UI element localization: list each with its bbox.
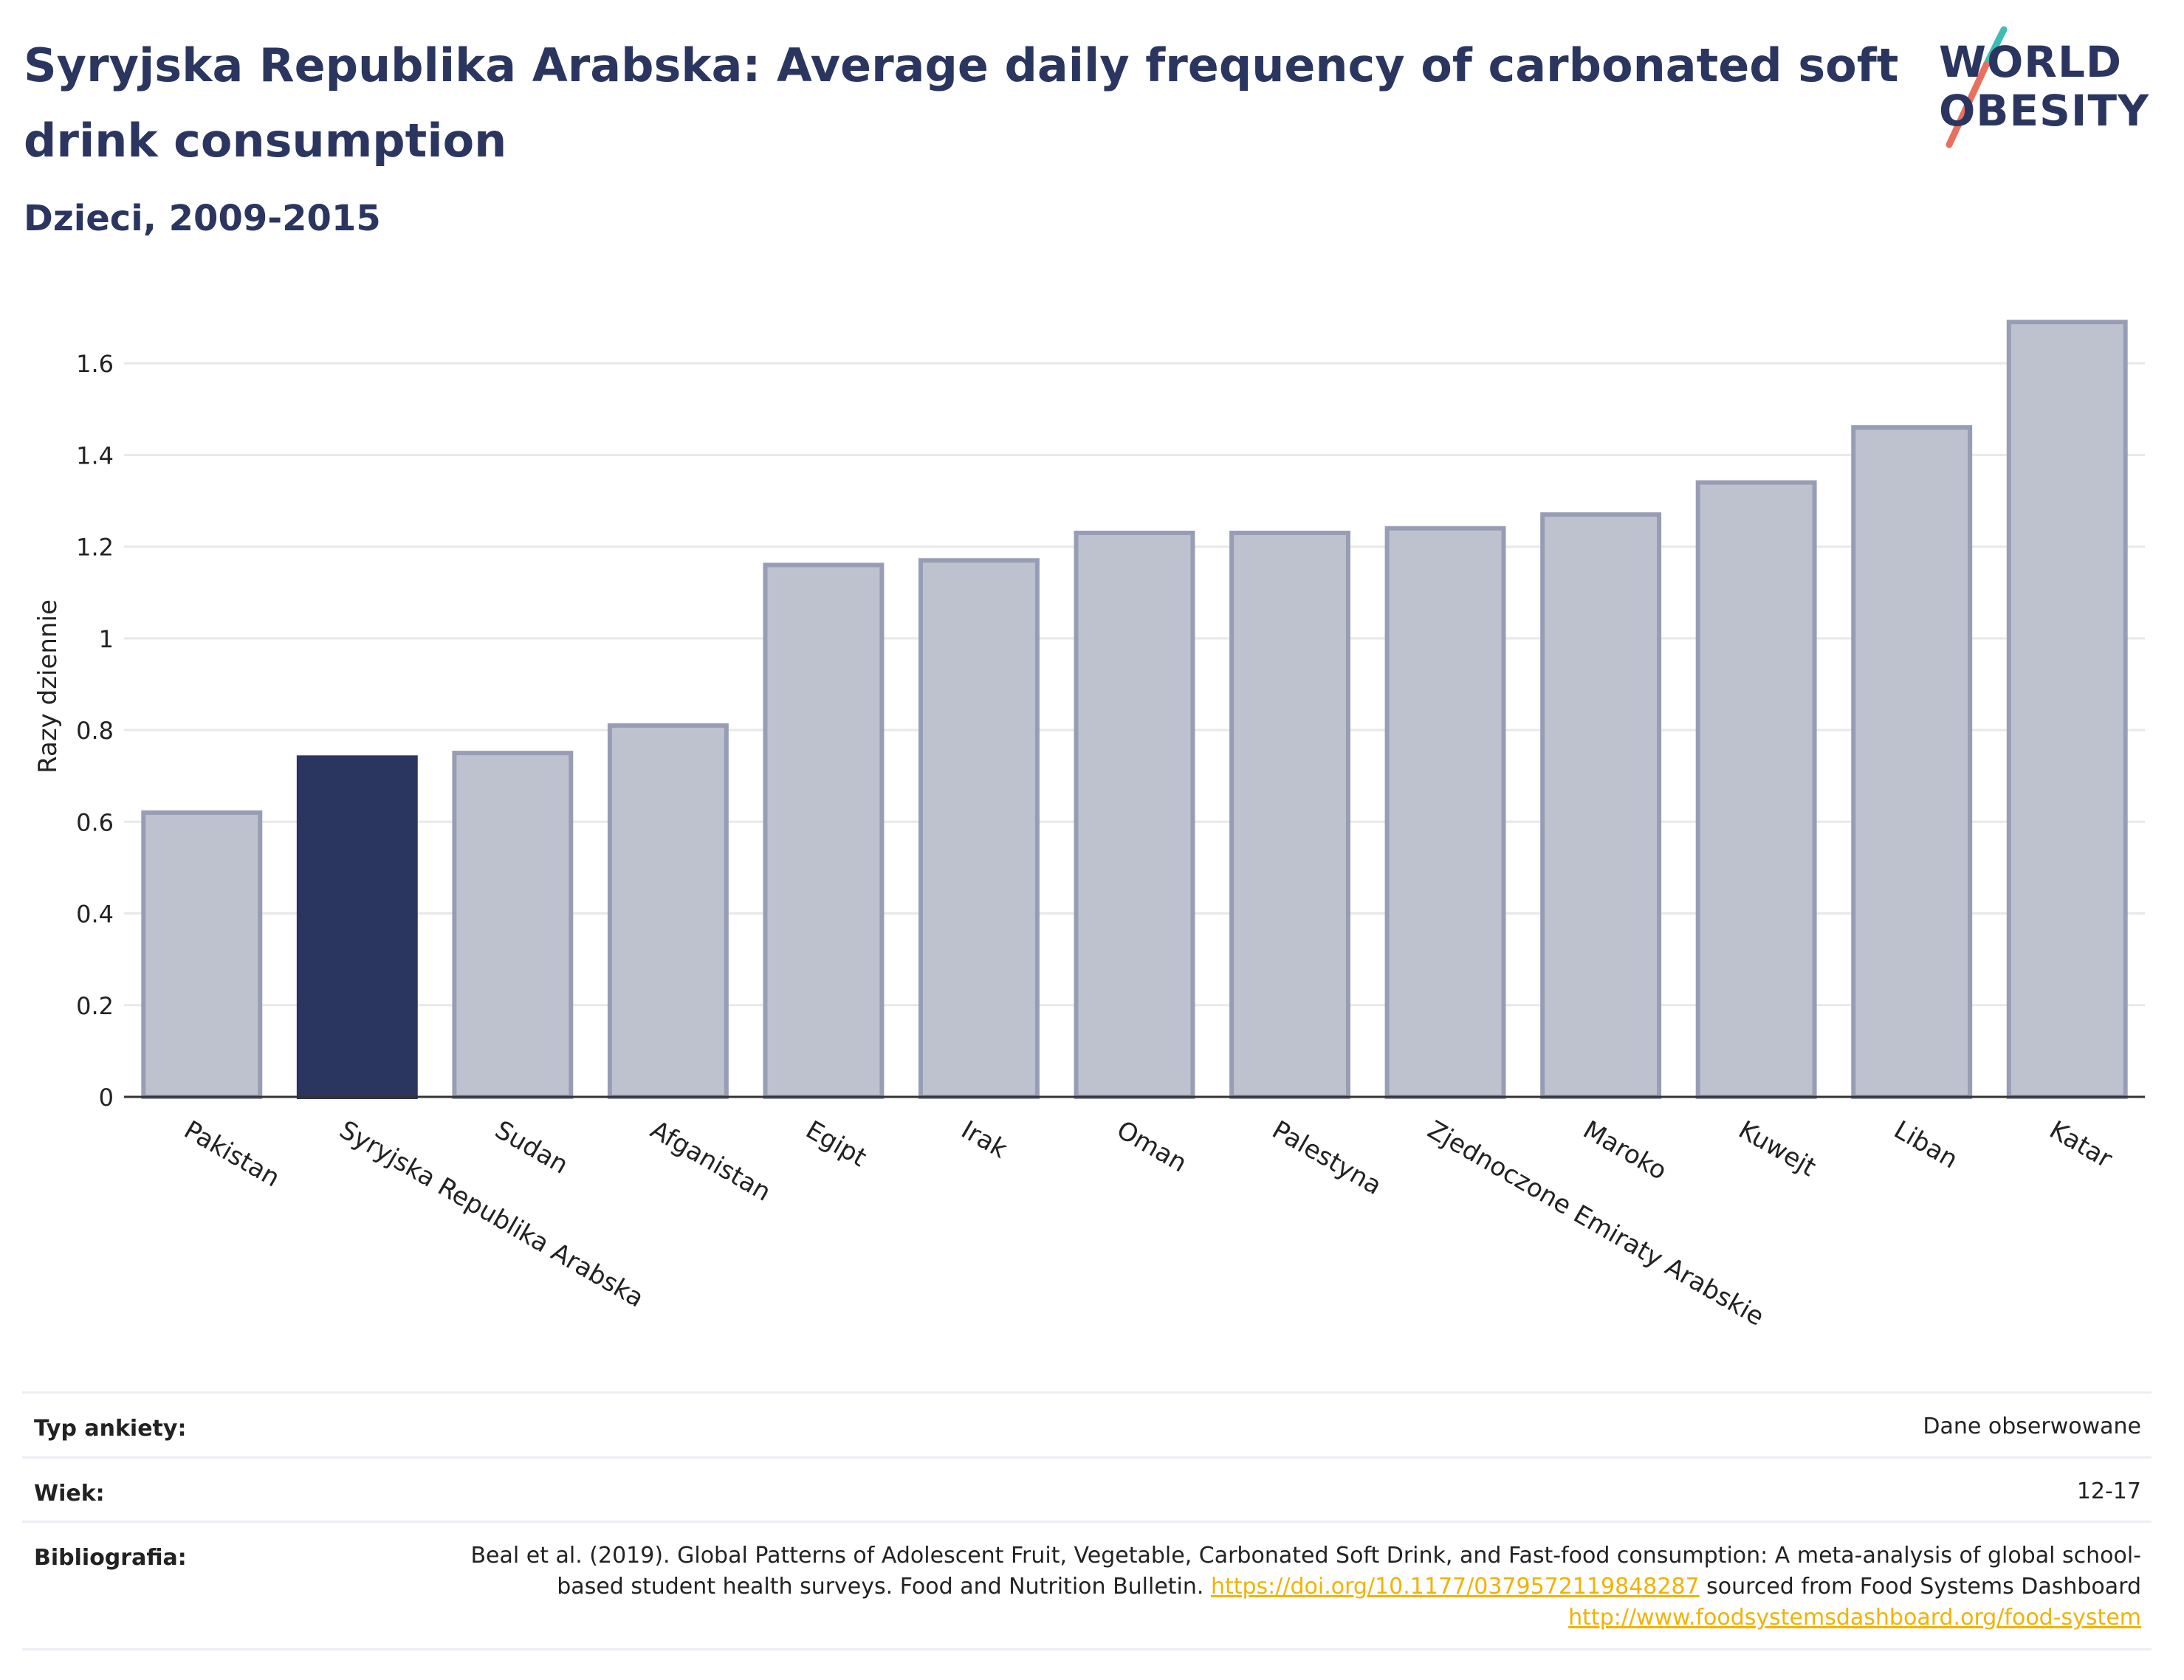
bars: [141, 320, 2128, 1100]
bar-irak: [918, 558, 1040, 1099]
bar-chart: 0 0.2 0.4 0.6 0.8 1 1.2 1.4 1.6 Pakistan Syryjska…: [33, 320, 2145, 1332]
y-tick-label: 1.2: [76, 534, 114, 562]
chart-title: Syryjska Republika Arabska: Average dail…: [24, 38, 1899, 168]
y-tick-label: 1.4: [76, 441, 114, 469]
x-tick-label: Oman: [1112, 1115, 1192, 1179]
bibliography-text-2: sourced from Food Systems Dashboard: [1699, 1574, 2141, 1600]
bar-oman: [1074, 530, 1195, 1099]
x-tick-label: Sudan: [490, 1115, 573, 1180]
x-tick-label: Egipt: [801, 1115, 872, 1173]
logo-slash-icon: [1946, 26, 2008, 148]
bibliography-text-1: Beal et al. (2019). Global Patterns of A…: [470, 1543, 2141, 1600]
bar-zjednoczone-emiraty-arabskie: [1384, 526, 1506, 1099]
bar-syryjska-republika-arabska: [296, 755, 418, 1100]
x-tick-label: Irak: [956, 1115, 1012, 1165]
x-tick-label: Maroko: [1578, 1115, 1672, 1186]
survey-type-label: Typ ankiety:: [34, 1416, 187, 1442]
y-tick-label: 0.4: [76, 901, 114, 929]
bar-kuwejt: [1695, 480, 1817, 1099]
x-tick-label: Liban: [1889, 1115, 1962, 1175]
logo-line-2: OBESITY: [1939, 86, 2150, 136]
bibliography-label: Bibliografia:: [34, 1545, 187, 1571]
bar-liban: [1851, 425, 1973, 1099]
bar-afganistan: [607, 723, 729, 1099]
x-tick-label: Katar: [2044, 1115, 2118, 1174]
y-tick-label: 0.2: [76, 992, 114, 1020]
bar-katar: [2006, 320, 2128, 1099]
world-obesity-logo: WORLD OBESITY: [1927, 21, 2171, 161]
bibliography-value: Beal et al. (2019). Global Patterns of A…: [443, 1540, 2141, 1633]
x-tick-label: Palestyna: [1267, 1115, 1387, 1202]
bar-pakistan: [141, 810, 263, 1100]
y-tick-label: 0: [99, 1084, 114, 1112]
info-row-survey: Typ ankiety: Dane obserwowane: [22, 1391, 2152, 1456]
dashboard-link[interactable]: http://www.foodsystemsdashboard.org/food…: [1568, 1605, 2141, 1631]
info-row-age: Wiek: 12-17: [22, 1456, 2152, 1521]
info-table: Typ ankiety: Dane obserwowane Wiek: 12-1…: [22, 1391, 2152, 1650]
logo-line-1: WORLD: [1939, 37, 2123, 87]
bar-egipt: [763, 562, 885, 1099]
bar-palestyna: [1229, 530, 1350, 1099]
y-tick-labels: 0 0.2 0.4 0.6 0.8 1 1.2 1.4 1.6: [76, 350, 114, 1112]
chart-subtitle: Dzieci, 2009-2015: [24, 198, 381, 239]
x-tick-label: Afganistan: [645, 1115, 776, 1208]
age-value: 12-17: [2076, 1478, 2141, 1504]
bar-sudan: [452, 751, 574, 1100]
x-tick-label: Syryjska Republika Arabska: [334, 1115, 649, 1314]
survey-type-value: Dane obserwowane: [1923, 1414, 2141, 1439]
bar-maroko: [1540, 512, 1662, 1099]
doi-link[interactable]: https://doi.org/10.1177/0379572119848287: [1210, 1574, 1700, 1600]
y-tick-label: 0.6: [76, 808, 114, 836]
y-tick-label: 0.8: [76, 717, 114, 745]
x-tick-label: Pakistan: [179, 1115, 284, 1194]
info-row-bibliography: Bibliografia: Beal et al. (2019). Global…: [22, 1521, 2152, 1650]
y-tick-label: 1: [99, 625, 114, 653]
age-label: Wiek:: [34, 1481, 105, 1507]
x-tick-label: Kuwejt: [1734, 1115, 1821, 1182]
y-tick-label: 1.6: [76, 350, 114, 378]
y-axis-label: Razy dziennie: [33, 599, 63, 774]
